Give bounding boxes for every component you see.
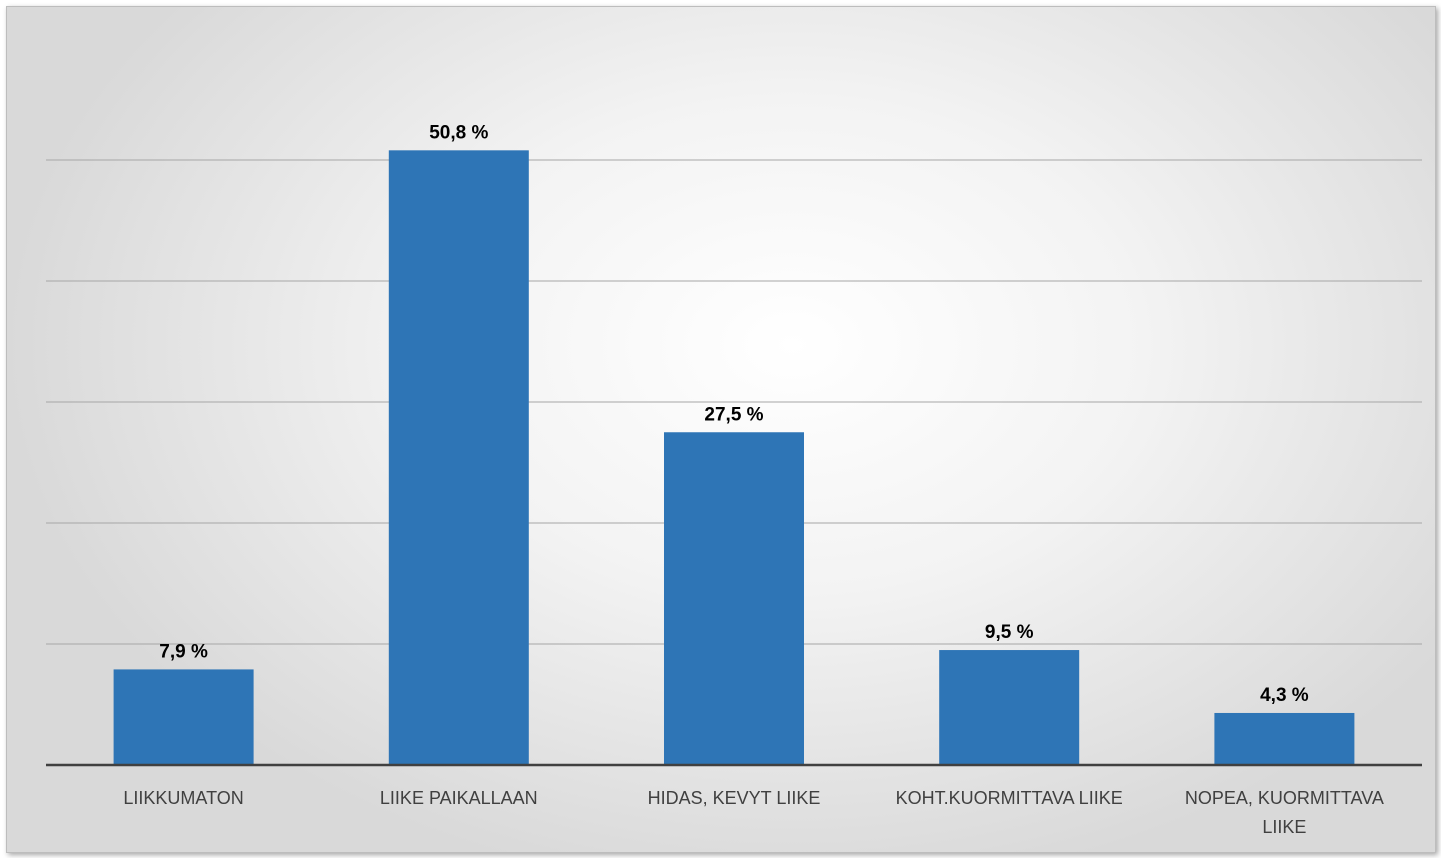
bar-2 xyxy=(388,150,529,765)
data-label-5: 4,3 % xyxy=(1260,685,1309,706)
bars xyxy=(113,150,1355,765)
data-label-4: 9,5 % xyxy=(985,622,1034,643)
category-label-2: LIIKE PAIKALLAAN xyxy=(380,788,538,808)
bar-3 xyxy=(664,432,804,765)
data-labels: 7,9 % 50,8 % 27,5 % 9,5 % 4,3 % xyxy=(159,122,1308,706)
category-label-1: LIIKKUMATON xyxy=(123,788,243,808)
bar-chart: 7,9 %50,8 %27,5 %9,5 %4,3 % LIIKKUMATON L… xyxy=(46,122,1422,837)
data-label-2: 50,8 % xyxy=(429,122,488,143)
gridlines xyxy=(46,159,1422,645)
category-labels: LIIKKUMATON LIIKE PAIKALLAAN HIDAS, KEVYT … xyxy=(123,788,1383,837)
category-label-3: HIDAS, KEVYT LIIKE xyxy=(648,788,821,808)
bar-5 xyxy=(1214,712,1355,765)
bar-1 xyxy=(113,669,254,765)
data-label-3: 27,5 % xyxy=(704,404,763,425)
chart-frame: 7,9 % 50,8 % 27,5 % 9,5 % 4,3 % LIIKKUMATON L… xyxy=(6,6,1436,853)
category-label-5-line-1: NOPEA, KUORMITTAVA xyxy=(1185,788,1384,808)
category-label-5-line-2: LIIKE xyxy=(1262,817,1306,837)
category-label-4: KOHT.KUORMITTAVA LIIKE xyxy=(896,788,1123,808)
bar-4 xyxy=(939,650,1080,765)
data-label-1: 7,9 % xyxy=(159,641,208,662)
